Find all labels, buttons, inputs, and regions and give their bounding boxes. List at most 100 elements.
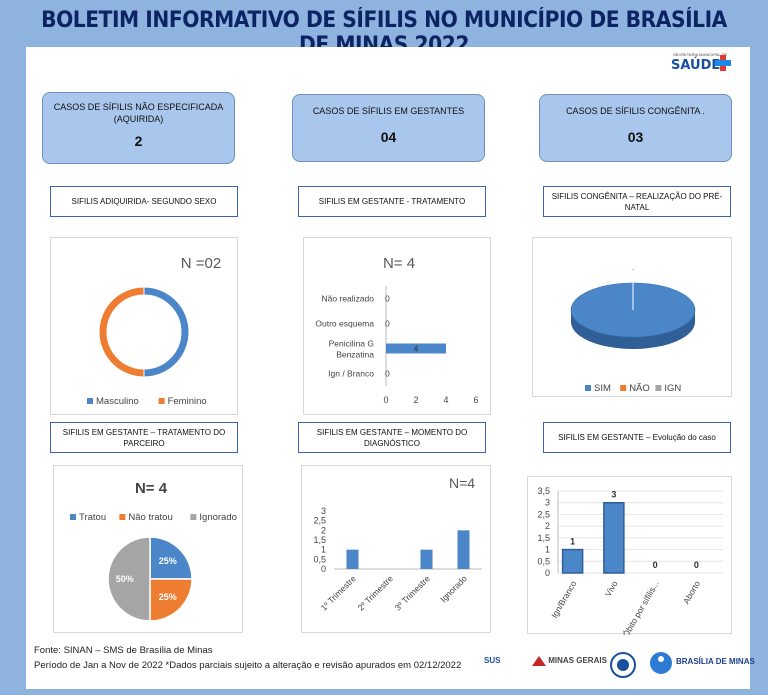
kpi-congenital: CASOS DE SÍFILIS CONGÊNITA . 03 bbox=[539, 94, 732, 162]
y-tick-label: 3 bbox=[321, 506, 326, 516]
saude-logo: SECRETARIA MUNICIPAL DE SAÚDE bbox=[667, 50, 737, 78]
category-label: Vivo bbox=[603, 579, 620, 598]
health-cross-icon bbox=[715, 55, 731, 71]
y-tick-label: 2,5 bbox=[313, 516, 326, 526]
legend-swatch bbox=[158, 398, 165, 404]
pie-slice bbox=[107, 536, 151, 622]
footer-source: Fonte: SINAN – SMS de Brasília de Minas bbox=[34, 645, 213, 656]
y-tick-label: 1,5 bbox=[537, 533, 550, 543]
bar-value-label: 4 bbox=[414, 344, 419, 354]
y-tick-label: 0 bbox=[321, 564, 326, 574]
category-label: 2º Trimestre bbox=[356, 573, 396, 613]
chart-annotation: N =02 bbox=[181, 255, 221, 272]
legend-label: SIM bbox=[594, 383, 611, 394]
kpi-value: 2 bbox=[134, 133, 143, 149]
kpi-label: CASOS DE SÍFILIS EM GESTANTES bbox=[312, 106, 465, 116]
kpi-value: 04 bbox=[380, 129, 397, 145]
legend-label: Masculino bbox=[96, 396, 139, 407]
page-title: BOLETIM INFORMATIVO DE SÍFILIS NO MUNICÍ… bbox=[41, 8, 727, 58]
legend-label: Não tratou bbox=[128, 512, 172, 523]
y-tick-label: 2,5 bbox=[537, 509, 550, 519]
pie-slice bbox=[149, 578, 193, 622]
y-tick-label: 0,5 bbox=[313, 554, 326, 564]
legend-swatch bbox=[190, 514, 197, 520]
y-tick-label: 1,5 bbox=[313, 535, 326, 545]
chart-prenatal-card: . SIM NÃO IGN bbox=[532, 237, 732, 397]
slice-label: 25% bbox=[159, 556, 177, 566]
minas-gerais-logo: MINAS GERAIS bbox=[532, 656, 607, 666]
bar bbox=[457, 530, 470, 569]
slice-label: 25% bbox=[159, 592, 177, 602]
section-pregnant-treatment: SIFILIS EM GESTANTE - TRATAMENTO bbox=[298, 186, 486, 217]
legend-label: NÃO bbox=[629, 383, 650, 394]
footer-period: Período de Jan a Nov de 2022 *Dados parc… bbox=[34, 660, 462, 671]
bar-value-label: 0 bbox=[694, 560, 699, 570]
donut-slice bbox=[143, 286, 190, 378]
kpi-label: CASOS DE SÍFILIS CONGÊNITA . bbox=[566, 106, 705, 116]
category-label: Ignorado bbox=[438, 573, 469, 604]
legend-label: IGN bbox=[664, 383, 681, 394]
y-tick-label: 0 bbox=[545, 568, 550, 578]
bar bbox=[561, 548, 584, 574]
chart-annotation: N= 4 bbox=[383, 255, 415, 272]
category-label: Benzatina bbox=[336, 350, 374, 360]
x-tick-label: 2 bbox=[413, 395, 418, 405]
city-logo-icon bbox=[650, 652, 672, 674]
pie-slice bbox=[149, 536, 193, 580]
y-tick-label: 0,5 bbox=[537, 556, 550, 566]
y-tick-label: 1 bbox=[545, 545, 550, 555]
legend-swatch bbox=[87, 398, 93, 404]
y-tick-label: 1 bbox=[321, 545, 326, 555]
bar bbox=[346, 549, 359, 569]
category-label: Não realizado bbox=[322, 294, 375, 304]
bar-value-label: 3 bbox=[611, 490, 616, 500]
legend-swatch bbox=[620, 385, 627, 391]
chart-partner-card: N= 4 Tratou Não tratou Ignorado 25% 25% 50% bbox=[53, 465, 243, 633]
legend-swatch bbox=[585, 385, 591, 391]
chart-treatment-card: N= 4 0 2 4 6 Não realizado 0 Outro esquema 0 Peni… bbox=[303, 237, 491, 415]
chart-annotation: . bbox=[632, 263, 634, 272]
slice-label: 50% bbox=[116, 574, 134, 584]
triangle-icon bbox=[532, 656, 546, 666]
chart-diagnosis-card: N=4 0 0,5 1 1,5 2 2,5 3 1º Trimestre 2º Trimestre… bbox=[301, 465, 491, 633]
section-case-evolution: SIFILIS EM GESTANTE – Evolução do caso bbox=[543, 422, 731, 453]
bar-value-label: 0 bbox=[653, 560, 658, 570]
kpi-pregnant: CASOS DE SÍFILIS EM GESTANTES 04 bbox=[292, 94, 485, 162]
section-partner-treatment: SIFILIS EM GESTANTE – TRATAMENTO DO PARC… bbox=[50, 422, 238, 453]
brasilia-de-minas-logo: BRASÍLIA DE MINAS bbox=[676, 657, 755, 666]
kpi-value: 03 bbox=[627, 129, 644, 145]
category-label: 3º Trimestre bbox=[393, 573, 433, 613]
category-label: Penicilina G bbox=[329, 339, 374, 349]
section-diagnosis-moment: SIFILIS EM GESTANTE – MOMENTO DO DIAGNÓS… bbox=[298, 422, 486, 453]
chart-evolution-card: 0 0,5 1 1,5 2 2,5 3 3,5 1 Ign/Branco 3 Vivo 0 Óbito p… bbox=[527, 476, 732, 639]
category-label: 1º Trimestre bbox=[319, 573, 359, 613]
x-tick-label: 6 bbox=[473, 395, 478, 405]
minas-gerais-text: MINAS GERAIS bbox=[548, 656, 607, 666]
bar-value-label: 0 bbox=[385, 319, 390, 329]
y-tick-label: 2 bbox=[321, 525, 326, 535]
category-label: Óbito por sífilis... bbox=[621, 579, 661, 635]
sus-logo: SUS bbox=[484, 656, 501, 665]
bar-chart-treatment: N= 4 0 2 4 6 Não realizado 0 Outro esquema 0 Peni… bbox=[315, 255, 478, 405]
bar bbox=[420, 549, 433, 569]
y-tick-label: 2 bbox=[545, 521, 550, 531]
x-tick-label: 0 bbox=[383, 395, 388, 405]
bar bbox=[386, 343, 446, 354]
y-tick-label: 3 bbox=[545, 498, 550, 508]
legend-label: Feminino bbox=[168, 396, 207, 407]
category-label: Aborto bbox=[681, 579, 702, 606]
logo-small-text: SECRETARIA MUNICIPAL DE bbox=[673, 52, 728, 57]
kpi-label: CASOS DE SÍFILIS NÃO ESPECIFICADA (AQUIR… bbox=[53, 102, 224, 124]
category-label: Ign/Branco bbox=[549, 579, 578, 620]
bar-value-label: 1 bbox=[570, 537, 575, 547]
legend-swatch bbox=[655, 385, 662, 391]
section-congenital-prenatal: SIFILIS CONGÊNITA – REALIZAÇÃO DO PRÉ-NA… bbox=[543, 186, 731, 217]
bar bbox=[603, 501, 625, 574]
legend-swatch bbox=[119, 514, 126, 520]
x-tick-label: 4 bbox=[443, 395, 448, 405]
section-acquired-sex: SIFILIS ADIQUIRIDA- SEGUNDO SEXO bbox=[50, 186, 238, 217]
legend-label: Ignorado bbox=[199, 512, 237, 523]
kpi-acquired: CASOS DE SÍFILIS NÃO ESPECIFICADA (AQUIR… bbox=[42, 92, 235, 164]
